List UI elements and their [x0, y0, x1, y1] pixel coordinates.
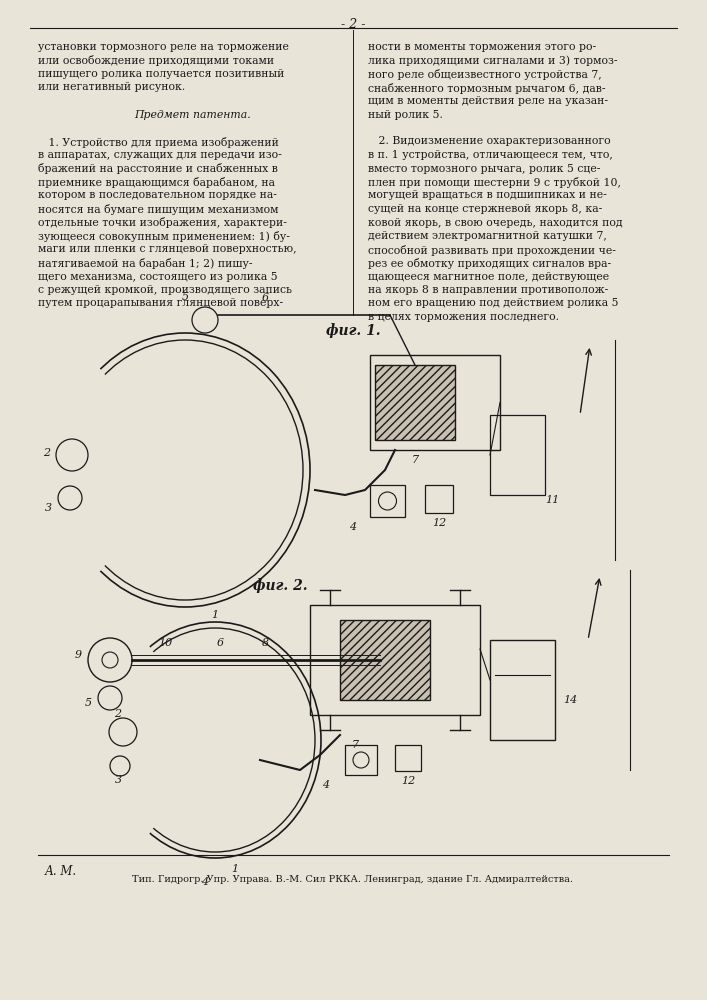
Text: щающееся магнитное поле, действующее: щающееся магнитное поле, действующее: [368, 271, 609, 282]
Text: 7: 7: [351, 740, 358, 750]
Text: приемнике вращающимся барабаном, на: приемнике вращающимся барабаном, на: [38, 177, 275, 188]
Text: вместо тормозного рычага, ролик 5 сце-: вместо тормозного рычага, ролик 5 сце-: [368, 163, 600, 174]
Text: 1. Устройство для приема изображений: 1. Устройство для приема изображений: [38, 136, 279, 147]
Text: в п. 1 устройства, отличающееся тем, что,: в п. 1 устройства, отличающееся тем, что…: [368, 150, 613, 160]
Text: ном его вращению под действием ролика 5: ном его вращению под действием ролика 5: [368, 298, 619, 308]
Text: зующееся совокупным применением: 1) бу-: зующееся совокупным применением: 1) бу-: [38, 231, 290, 242]
Text: щего механизма, состоящего из ролика 5: щего механизма, состоящего из ролика 5: [38, 271, 278, 282]
Text: ности в моменты торможения этого ро-: ности в моменты торможения этого ро-: [368, 42, 596, 52]
Bar: [370, 355, 500, 450]
Text: действием электромагнитной катушки 7,: действием электромагнитной катушки 7,: [368, 231, 607, 241]
Text: 5: 5: [85, 698, 92, 708]
Text: с режущей кромкой, производящего запись: с режущей кромкой, производящего запись: [38, 285, 292, 295]
Text: в аппаратах, служащих для передачи изо-: в аппаратах, служащих для передачи изо-: [38, 150, 282, 160]
Bar: [310, 605, 480, 715]
Text: Предмет патента.: Предмет патента.: [134, 109, 252, 119]
Text: 9: 9: [75, 650, 82, 660]
Text: бражений на расстояние и снабженных в: бражений на расстояние и снабженных в: [38, 163, 278, 174]
Text: 4: 4: [349, 522, 356, 532]
Text: 11: 11: [545, 495, 559, 505]
Text: 6: 6: [216, 638, 223, 648]
Bar: [345, 745, 377, 775]
Text: пишущего ролика получается позитивный: пишущего ролика получается позитивный: [38, 69, 284, 79]
Bar: [370, 485, 405, 517]
Text: 1: 1: [211, 610, 218, 620]
Text: или освобождение приходящими токами: или освобождение приходящими токами: [38, 55, 274, 66]
Bar: [375, 365, 455, 440]
Text: или негативный рисунок.: или негативный рисунок.: [38, 83, 185, 93]
Text: маги или пленки с глянцевой поверхностью,: маги или пленки с глянцевой поверхностью…: [38, 244, 297, 254]
Text: 1: 1: [231, 864, 238, 874]
Text: путем процарапывания глянцевой поверх-: путем процарапывания глянцевой поверх-: [38, 298, 283, 308]
Text: 8: 8: [262, 638, 269, 648]
Text: плен при помощи шестерни 9 с трубкой 10,: плен при помощи шестерни 9 с трубкой 10,: [368, 177, 621, 188]
Text: 7: 7: [411, 455, 419, 465]
Text: 5: 5: [182, 292, 189, 302]
Text: 12: 12: [432, 518, 446, 528]
Bar: [340, 620, 430, 700]
Text: на якорь 8 в направлении противополож-: на якорь 8 в направлении противополож-: [368, 285, 608, 295]
Text: отдельные точки изображения, характери-: отдельные точки изображения, характери-: [38, 218, 287, 229]
Text: 14: 14: [563, 695, 577, 705]
Text: рез ее обмотку приходящих сигналов вра-: рез ее обмотку приходящих сигналов вра-: [368, 258, 611, 269]
Text: 2. Видоизменение охарактеризованного: 2. Видоизменение охарактеризованного: [368, 136, 611, 146]
Text: 6: 6: [262, 293, 269, 303]
Text: в целях торможения последнего.: в целях торможения последнего.: [368, 312, 559, 322]
Text: 2: 2: [114, 709, 121, 719]
Text: - 2 -: - 2 -: [341, 18, 366, 31]
Text: лика приходящими сигналами и 3) тормоз-: лика приходящими сигналами и 3) тормоз-: [368, 55, 617, 66]
Text: 3: 3: [115, 775, 122, 785]
Text: Тип. Гидрогр. Упр. Управа. В.-М. Сил РККА. Ленинград, здание Гл. Адмиралтейства.: Тип. Гидрогр. Упр. Управа. В.-М. Сил РКК…: [132, 875, 573, 884]
Text: 2: 2: [43, 448, 50, 458]
Text: 4: 4: [201, 877, 209, 887]
Text: носятся на бумаге пишущим механизмом: носятся на бумаге пишущим механизмом: [38, 204, 279, 215]
Text: щим в моменты действия реле на указан-: щим в моменты действия реле на указан-: [368, 96, 608, 106]
Text: ковой якорь, в свою очередь, находится под: ковой якорь, в свою очередь, находится п…: [368, 218, 623, 228]
Bar: [490, 415, 545, 495]
Text: фиг. 2.: фиг. 2.: [252, 578, 308, 593]
Text: 10: 10: [158, 638, 172, 648]
Text: 4: 4: [322, 780, 329, 790]
Text: снабженного тормозным рычагом 6, дав-: снабженного тормозным рычагом 6, дав-: [368, 83, 605, 94]
Text: сущей на конце стержневой якорь 8, ка-: сущей на конце стержневой якорь 8, ка-: [368, 204, 602, 214]
Text: способной развивать при прохождении че-: способной развивать при прохождении че-: [368, 244, 616, 255]
Text: могущей вращаться в подшипниках и не-: могущей вращаться в подшипниках и не-: [368, 190, 607, 200]
Text: фиг. 1.: фиг. 1.: [326, 323, 380, 338]
Text: котором в последовательном порядке на-: котором в последовательном порядке на-: [38, 190, 277, 200]
Text: натягиваемой на барабан 1; 2) пишу-: натягиваемой на барабан 1; 2) пишу-: [38, 258, 252, 269]
Text: ного реле общеизвестного устройства 7,: ного реле общеизвестного устройства 7,: [368, 69, 602, 80]
Text: 12: 12: [401, 776, 415, 786]
Bar: [425, 485, 453, 513]
Text: ный ролик 5.: ный ролик 5.: [368, 109, 443, 119]
Text: 3: 3: [45, 503, 52, 513]
Text: А. М.: А. М.: [45, 865, 77, 878]
Text: установки тормозного реле на торможение: установки тормозного реле на торможение: [38, 42, 289, 52]
Bar: [395, 745, 421, 771]
Bar: [490, 640, 555, 740]
